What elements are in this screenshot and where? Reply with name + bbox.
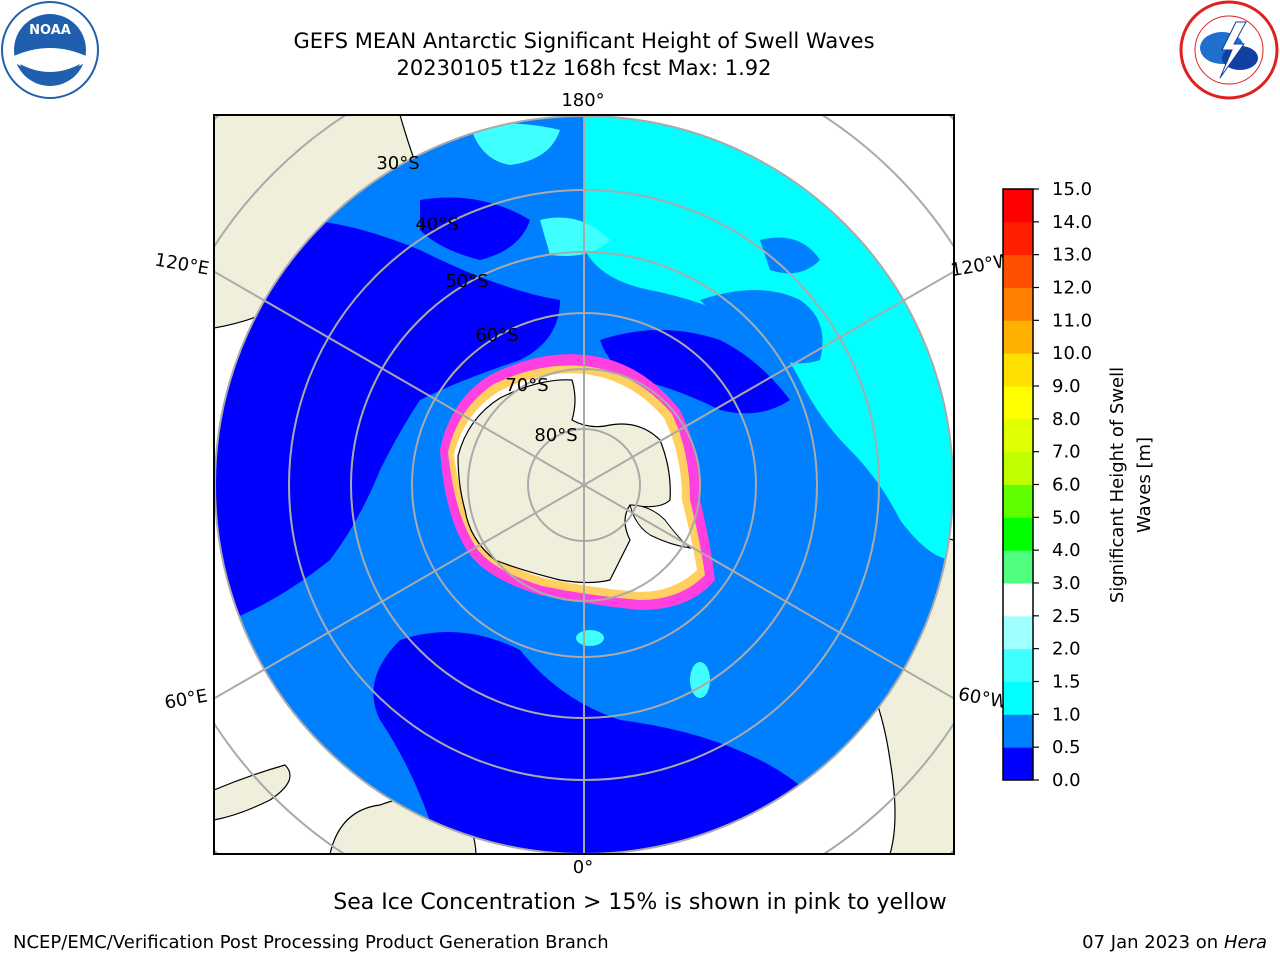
lon-label-upper-left: 120°E <box>153 249 211 279</box>
colorbar-tick-label: 8.0 <box>1052 409 1081 430</box>
swell-low-region-indian <box>215 218 560 620</box>
lat-label-50s: 50°S <box>445 271 488 292</box>
colorbar-tick-label: 5.0 <box>1052 507 1081 528</box>
colorbar-segment <box>1003 451 1033 485</box>
colorbar-ticks: 0.0 0.5 1.0 1.5 2.0 2.5 3.0 4.0 5.0 6.0 7.0 8.0 9.0 1… <box>1033 179 1092 791</box>
colorbar-tick-label: 12.0 <box>1052 278 1092 299</box>
colorbar-tick-label: 2.0 <box>1052 639 1081 660</box>
colorbar-segment <box>1003 747 1033 781</box>
colorbar-tick-label: 0.5 <box>1052 737 1081 758</box>
lat-label-60s: 60°S <box>475 325 518 346</box>
colorbar-tick-label: 3.0 <box>1052 573 1081 594</box>
sea-ice-caption: Sea Ice Concentration > 15% is shown in … <box>333 890 947 915</box>
colorbar-segment <box>1003 221 1033 256</box>
colorbar-segment <box>1003 517 1033 551</box>
footer-credit: NCEP/EMC/Verification Post Processing Pr… <box>13 932 609 953</box>
antarctica-land <box>457 379 671 584</box>
colorbar-segment <box>1003 648 1033 682</box>
colorbar-tick-label: 14.0 <box>1052 212 1092 233</box>
colorbar <box>1003 189 1033 781</box>
colorbar-tick-label: 6.0 <box>1052 475 1081 496</box>
colorbar-segment <box>1003 386 1033 420</box>
colorbar-segment <box>1003 189 1033 223</box>
swell-mid-region-nz <box>470 123 560 165</box>
swell-mid-region-south2 <box>576 630 604 646</box>
colorbar-segment <box>1003 418 1033 453</box>
swell-mid-region-patch <box>540 217 610 256</box>
colorbar-tick-label: 15.0 <box>1052 179 1092 200</box>
lat-label-70s: 70°S <box>505 375 548 396</box>
colorbar-segment <box>1003 583 1033 617</box>
madagascar-land <box>214 764 291 821</box>
colorbar-segment <box>1003 353 1033 387</box>
colorbar-tick-label: 13.0 <box>1052 245 1092 266</box>
swell-low-region-atlantic <box>373 632 860 854</box>
footer-date-text: 07 Jan 2023 on <box>1082 932 1224 953</box>
colorbar-tick-label: 0.0 <box>1052 770 1081 791</box>
colorbar-tick-label: 2.5 <box>1052 606 1081 627</box>
footer-date: 07 Jan 2023 on Hera <box>1082 932 1267 953</box>
lat-label-80s: 80°S <box>534 425 577 446</box>
colorbar-tick-label: 4.0 <box>1052 540 1081 561</box>
swell-mid-region-pacific-inner <box>700 290 823 364</box>
swell-mid-region-south <box>690 662 710 698</box>
colorbar-tick-label: 1.0 <box>1052 704 1081 725</box>
lon-label-lower-left: 60°E <box>163 685 209 713</box>
noaa-logo: NOAA <box>1 1 99 99</box>
nws-logo <box>1179 0 1279 100</box>
colorbar-segment <box>1003 254 1033 288</box>
colorbar-label-line2: Waves [m] <box>1134 437 1155 533</box>
noaa-logo-text: NOAA <box>29 23 71 38</box>
colorbar-label-line1: Significant Height of Swell <box>1107 367 1128 603</box>
chart-subtitle: 20230105 t12z 168h fcst Max: 1.92 <box>396 56 772 80</box>
colorbar-tick-label: 1.5 <box>1052 672 1081 693</box>
swell-low-region-tasman <box>420 197 530 260</box>
map-area <box>214 115 954 854</box>
colorbar-segment <box>1003 615 1033 650</box>
colorbar-segment <box>1003 320 1033 354</box>
colorbar-segment <box>1003 550 1033 584</box>
lon-label-top: 180° <box>561 90 604 111</box>
swell-mid-region-east <box>760 237 820 274</box>
footer-host: Hera <box>1223 932 1267 953</box>
colorbar-segment <box>1003 287 1033 321</box>
colorbar-tick-label: 11.0 <box>1052 310 1092 331</box>
chart-title: GEFS MEAN Antarctic Significant Height o… <box>293 29 875 53</box>
colorbar-tick-label: 7.0 <box>1052 442 1081 463</box>
lat-label-40s: 40°S <box>415 214 458 235</box>
colorbar-tick-label: 9.0 <box>1052 376 1081 397</box>
colorbar-segment <box>1003 681 1033 715</box>
colorbar-tick-label: 10.0 <box>1052 343 1092 364</box>
colorbar-segment <box>1003 484 1033 518</box>
colorbar-frame <box>1002 188 1034 781</box>
lon-label-bottom: 0° <box>573 857 593 878</box>
lon-label-lower-right: 60°W <box>957 684 1010 713</box>
colorbar-segment <box>1003 714 1033 748</box>
map-frame <box>213 114 955 855</box>
lat-label-30s: 30°S <box>376 153 419 174</box>
